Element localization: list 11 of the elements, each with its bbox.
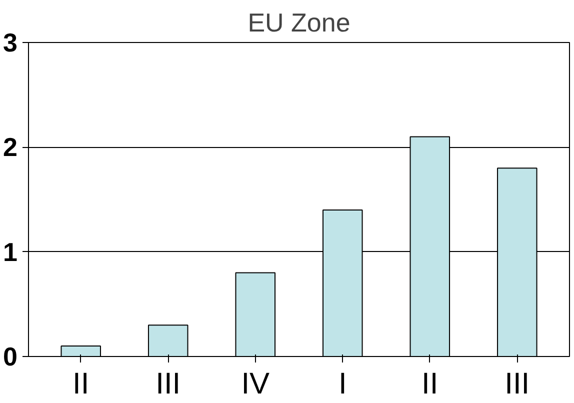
x-tick-label: III xyxy=(504,368,530,400)
x-tick-label: II xyxy=(422,368,438,400)
x-tick-label: III xyxy=(156,368,181,400)
x-tick-label: I xyxy=(338,368,347,400)
y-tick-label: 1 xyxy=(3,236,18,267)
y-tick-label: 0 xyxy=(3,342,18,372)
x-tick-label: II xyxy=(72,368,90,400)
y-tick-label: 3 xyxy=(3,28,18,58)
chart-title: EU Zone xyxy=(248,8,350,38)
y-tick-label: 2 xyxy=(3,132,18,162)
x-tick-label: IV xyxy=(241,368,270,400)
